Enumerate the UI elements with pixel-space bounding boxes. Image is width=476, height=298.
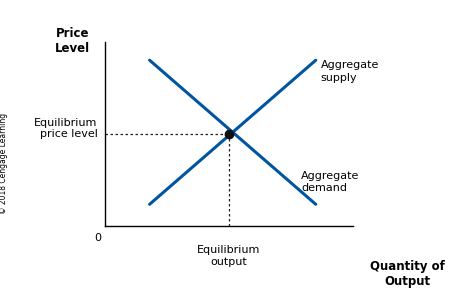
Text: Price
Level: Price Level <box>55 27 90 55</box>
Text: 0: 0 <box>94 232 101 243</box>
Text: Equilibrium
output: Equilibrium output <box>197 245 260 266</box>
Text: Aggregate
demand: Aggregate demand <box>300 171 358 193</box>
Text: Equilibrium
price level: Equilibrium price level <box>34 118 97 139</box>
Text: Aggregate
supply: Aggregate supply <box>320 60 378 83</box>
Text: Quantity of
Output: Quantity of Output <box>369 260 444 288</box>
Text: © 2018 Cengage Learning: © 2018 Cengage Learning <box>0 113 8 215</box>
